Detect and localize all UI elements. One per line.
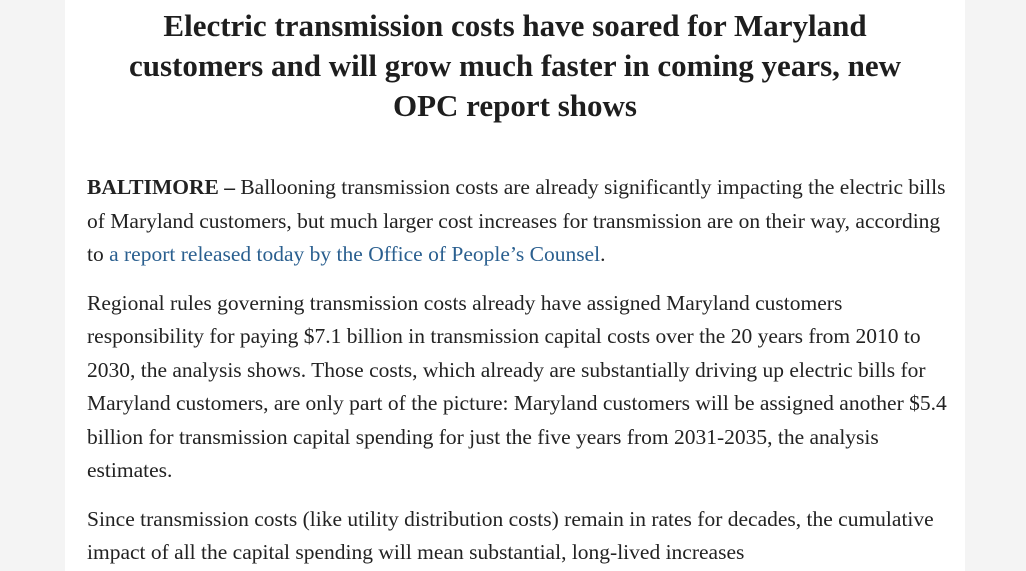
- paragraph-2: Regional rules governing transmission co…: [87, 290, 947, 483]
- paragraph-3: Since transmission costs (like utility d…: [87, 506, 934, 565]
- article-page: Electric transmission costs have soared …: [65, 0, 965, 571]
- report-link[interactable]: a report released today by the Office of…: [109, 242, 601, 266]
- article-title: Electric transmission costs have soared …: [65, 6, 965, 126]
- article-body: BALTIMORE – Ballooning transmission cost…: [87, 171, 947, 571]
- paragraph-1-text: Ballooning transmission costs are alread…: [87, 175, 946, 266]
- paragraph-1-end: .: [600, 242, 606, 266]
- title-line-3: OPC report shows: [393, 88, 637, 123]
- dateline: BALTIMORE –: [87, 175, 235, 199]
- paragraph-1: BALTIMORE – Ballooning transmission cost…: [87, 171, 947, 272]
- title-line-2: customers and will grow much faster in c…: [128, 48, 902, 83]
- title-line-1: Electric transmission costs have soared …: [163, 8, 867, 43]
